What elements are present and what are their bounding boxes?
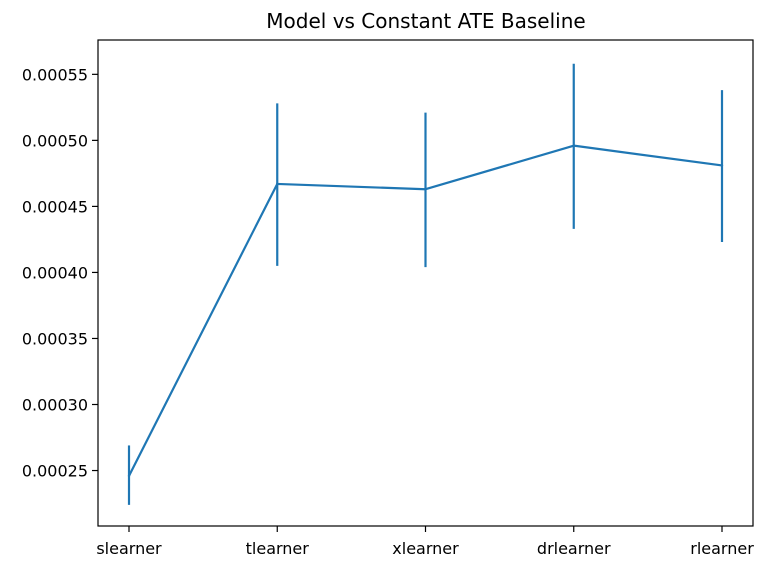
x-tick-label: tlearner: [246, 539, 310, 558]
y-tick-label: 0.00035: [22, 329, 88, 348]
data-point: [720, 164, 724, 167]
y-axis: 0.00025 0.00030 0.00035 0.00040 0.00045 0.000…: [22, 65, 98, 481]
data-point: [572, 144, 575, 147]
x-tick-label: slearner: [96, 539, 162, 558]
y-tick-label: 0.00045: [22, 197, 88, 216]
chart-title: Model vs Constant ATE Baseline: [266, 9, 585, 33]
x-axis: slearner tlearner xlearner drlearner rlearne…: [96, 526, 754, 558]
x-tick-label: drlearner: [537, 539, 611, 558]
y-tick-label: 0.00050: [22, 131, 88, 150]
data-point: [127, 474, 131, 478]
x-tick-label: xlearner: [392, 539, 459, 558]
y-tick-label: 0.00055: [22, 65, 88, 84]
y-tick-label: 0.00040: [22, 263, 88, 282]
series-group: [127, 144, 724, 478]
data-point: [424, 188, 427, 191]
y-tick-label: 0.00030: [22, 396, 88, 415]
data-point: [276, 182, 279, 186]
x-tick-label: rlearner: [690, 539, 754, 558]
y-tick-label: 0.00025: [22, 462, 88, 481]
error-bars: [127, 63, 724, 505]
